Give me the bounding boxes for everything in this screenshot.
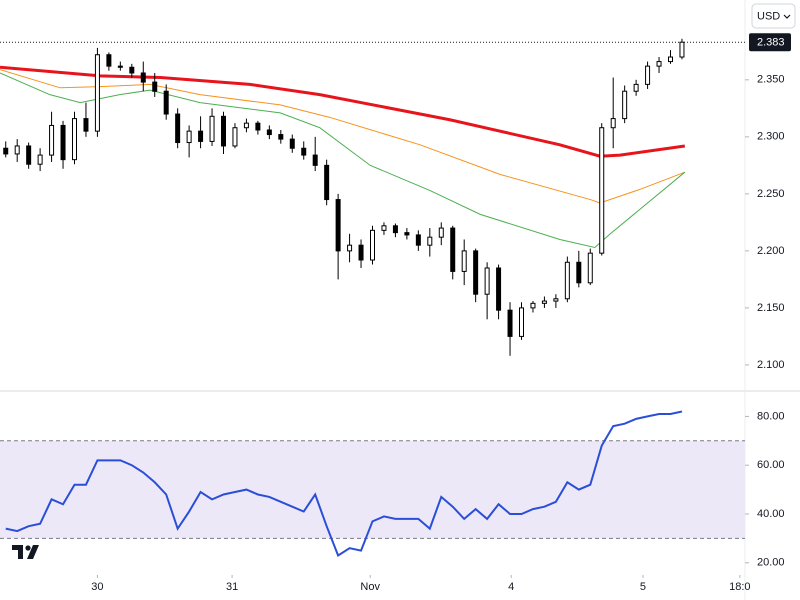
candle-body <box>473 250 479 295</box>
y-tick-label: 2.200 <box>757 245 785 257</box>
rsi-y-tick-label: 40.00 <box>757 508 785 520</box>
currency-label: USD <box>757 10 780 22</box>
candle-body <box>186 130 192 144</box>
candle-body <box>243 122 249 129</box>
candle-body <box>668 56 673 63</box>
candle-body <box>370 229 375 261</box>
moving-average <box>0 72 686 249</box>
candle-body <box>507 309 513 337</box>
x-tick-label: 4 <box>508 581 514 593</box>
y-tick-label: 2.250 <box>757 188 785 200</box>
tradingview-logo <box>12 545 39 559</box>
candle-body <box>656 61 662 67</box>
candle-body <box>404 232 410 236</box>
last-price-label: 2.383 <box>757 37 785 49</box>
candle-body <box>3 147 9 155</box>
candle-body <box>289 138 295 149</box>
candle-body <box>564 261 570 300</box>
currency-button[interactable] <box>751 3 796 29</box>
candle-body <box>175 113 181 144</box>
candle-body <box>599 127 605 254</box>
candle-body <box>587 252 593 284</box>
candle-body <box>347 244 353 252</box>
candle-body <box>72 118 77 161</box>
candle-body <box>519 307 524 337</box>
x-tick-label: 18:0 <box>729 581 750 593</box>
candle-body <box>83 118 89 132</box>
candle-body <box>14 145 20 155</box>
candle-body <box>49 124 55 156</box>
candle-body <box>301 147 307 156</box>
candle-body <box>392 225 398 234</box>
y-tick-label: 2.300 <box>757 131 785 143</box>
candle-body <box>221 115 226 147</box>
candle-body <box>553 298 559 302</box>
candle-body <box>37 154 43 165</box>
candle-body <box>335 199 341 252</box>
candle-body <box>450 227 456 272</box>
candle-body <box>358 244 364 261</box>
y-tick-label: 2.150 <box>757 302 785 314</box>
candle-body <box>427 236 433 246</box>
logo-part <box>12 545 23 559</box>
candle-body <box>645 65 651 85</box>
candle-body <box>461 250 467 272</box>
rsi-y-tick-label: 20.00 <box>757 557 785 569</box>
candle-body <box>26 145 32 165</box>
candle-body <box>324 164 330 201</box>
candle-body <box>266 129 272 136</box>
candle-body <box>633 83 639 92</box>
rsi-y-tick-label: 60.00 <box>757 459 785 471</box>
x-tick-label: 5 <box>640 581 646 593</box>
candle-body <box>541 300 547 304</box>
candle-body <box>60 124 66 161</box>
candle-body <box>381 225 387 231</box>
y-tick-label: 2.100 <box>757 359 785 371</box>
logo-part <box>25 545 31 551</box>
moving-average <box>0 65 686 158</box>
logo-part <box>27 545 39 559</box>
candle-body <box>484 267 490 295</box>
candle-body <box>530 302 536 309</box>
candle-body <box>209 115 215 142</box>
candle-body <box>255 122 261 131</box>
currency-chevron <box>783 14 791 19</box>
x-tick-label: 31 <box>226 581 238 593</box>
candle-body <box>94 54 100 132</box>
candle-body <box>152 81 158 92</box>
candle-body <box>117 65 123 68</box>
candle-body <box>438 227 444 238</box>
candle-body <box>312 154 318 166</box>
x-tick-label: 30 <box>91 581 103 593</box>
rsi-line <box>5 410 683 557</box>
candle-body <box>610 118 616 129</box>
candle-body <box>232 127 238 147</box>
candle-body <box>129 66 135 74</box>
last-price-box <box>749 33 791 52</box>
candle-body <box>622 90 628 120</box>
candle-body <box>576 261 582 284</box>
y-tick-label: 2.350 <box>757 74 785 86</box>
candle-body <box>140 72 146 83</box>
rsi-y-tick-label: 80.00 <box>757 410 785 422</box>
candle-body <box>106 54 112 67</box>
candle-body <box>198 130 204 142</box>
candle-body <box>415 234 421 246</box>
candle-body <box>679 41 685 58</box>
candle-body <box>278 134 284 140</box>
candle-body <box>163 90 169 115</box>
moving-average <box>0 69 686 204</box>
candle-body <box>496 267 502 311</box>
x-tick-label: Nov <box>360 581 380 593</box>
